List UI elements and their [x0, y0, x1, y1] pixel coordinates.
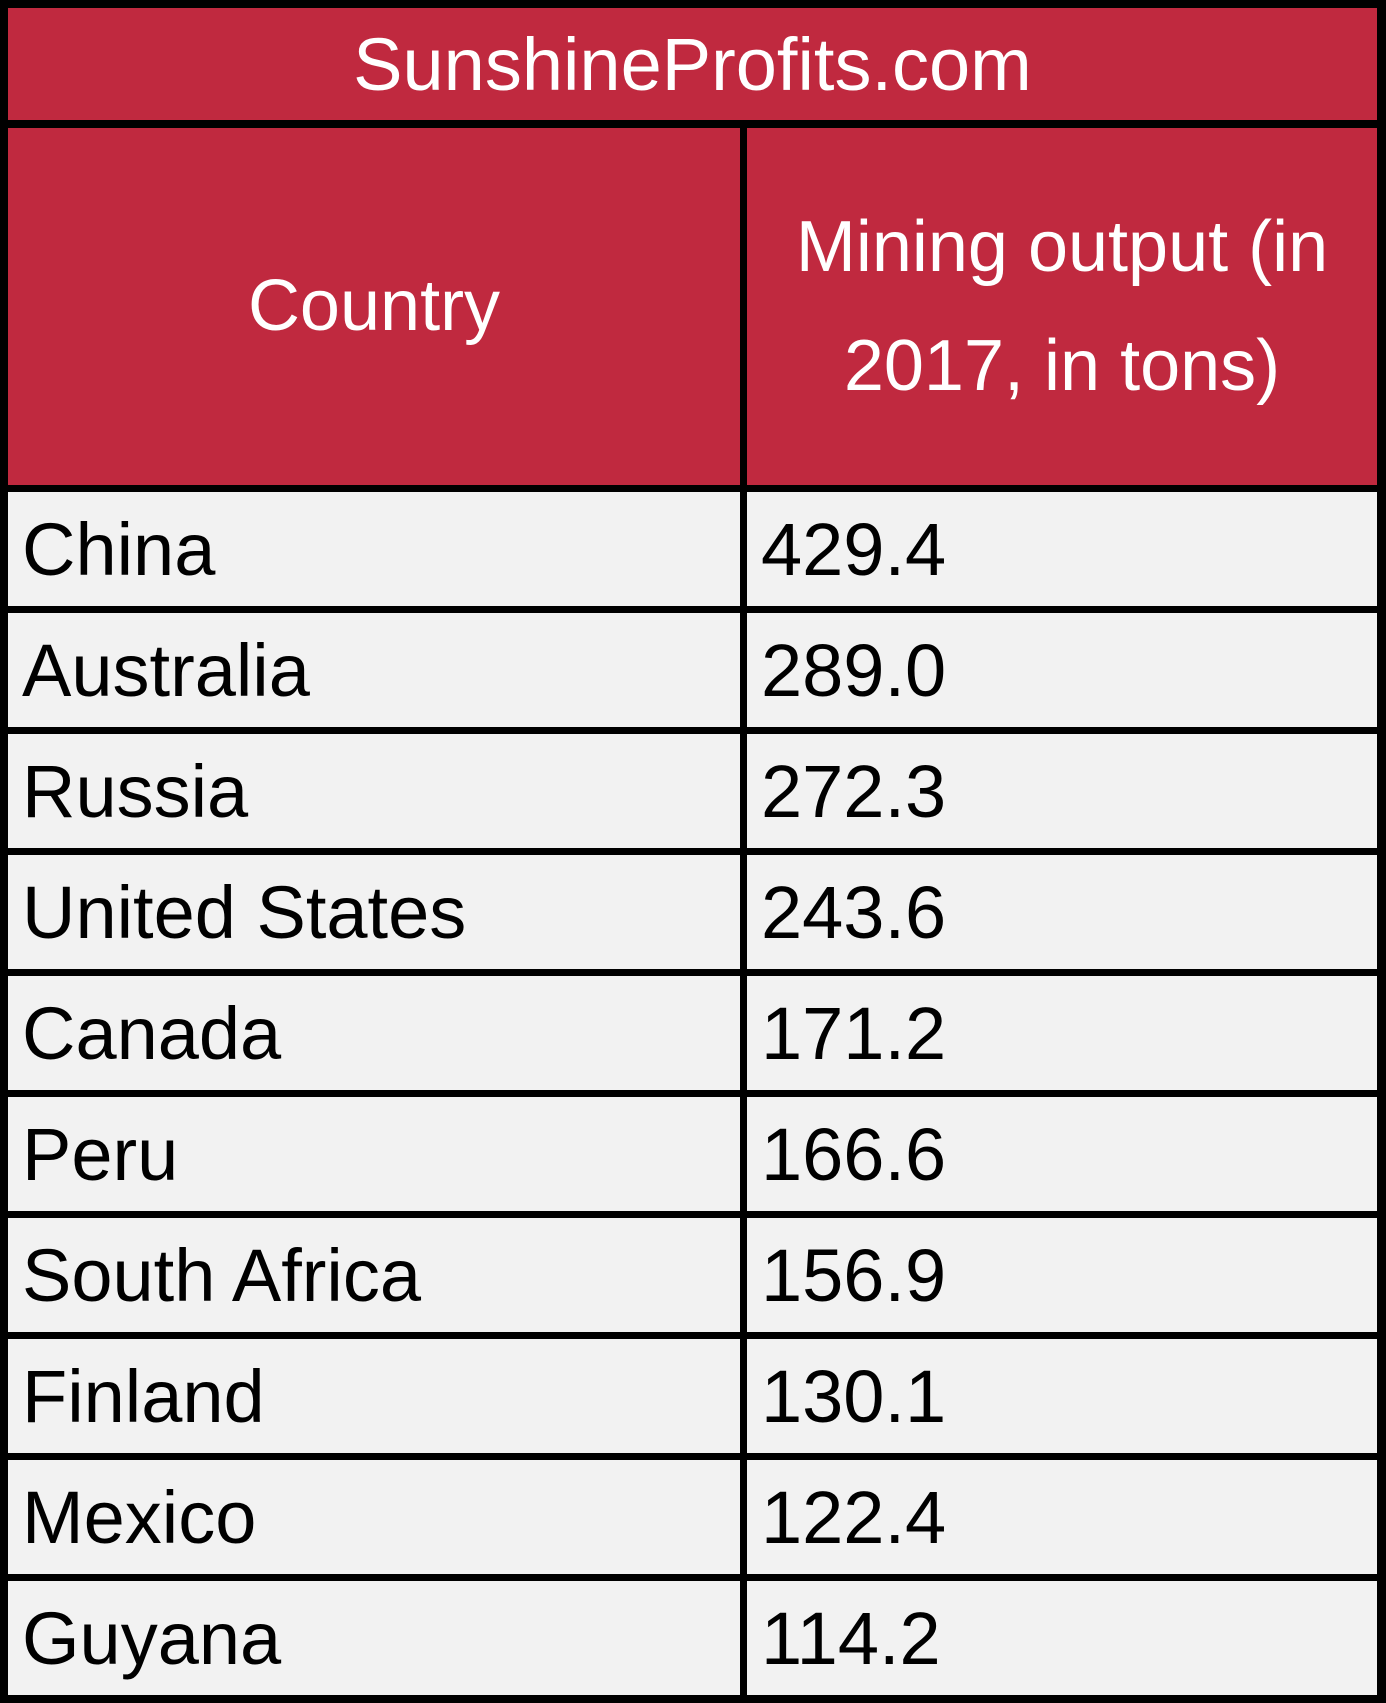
header-country-label: Country [247, 266, 501, 346]
output-cell: 171.2 [747, 976, 1377, 1090]
output-cell: 156.9 [747, 1218, 1377, 1332]
table-title: SunshineProfits.com [8, 8, 1377, 120]
country-cell: South Africa [8, 1218, 740, 1332]
output-cell: 429.4 [747, 492, 1377, 606]
country-cell: Russia [8, 734, 740, 848]
country-cell: Canada [8, 976, 740, 1090]
header-country: Country [8, 128, 740, 485]
output-cell: 243.6 [747, 855, 1377, 969]
header-mining-output: Mining output (in 2017, in tons) [747, 128, 1377, 485]
output-cell: 166.6 [747, 1097, 1377, 1211]
table-row: Guyana 114.2 [0, 1581, 1386, 1695]
header-mining-output-label: Mining output (in 2017, in tons) [795, 206, 1329, 406]
country-cell: United States [8, 855, 740, 969]
table-row: China 429.4 [0, 492, 1386, 606]
country-cell: Guyana [8, 1581, 740, 1695]
table-row: South Africa 156.9 [0, 1218, 1386, 1332]
table-row: Russia 272.3 [0, 734, 1386, 848]
country-cell: Peru [8, 1097, 740, 1211]
output-cell: 130.1 [747, 1339, 1377, 1453]
table-row: Australia 289.0 [0, 613, 1386, 727]
output-cell: 114.2 [747, 1581, 1377, 1695]
output-cell: 122.4 [747, 1460, 1377, 1574]
table-row: Mexico 122.4 [0, 1460, 1386, 1574]
table-row: Finland 130.1 [0, 1339, 1386, 1453]
table-row: United States 243.6 [0, 855, 1386, 969]
country-cell: Finland [8, 1339, 740, 1453]
table-row: Canada 171.2 [0, 976, 1386, 1090]
country-cell: China [8, 492, 740, 606]
output-cell: 272.3 [747, 734, 1377, 848]
table-row: Peru 166.6 [0, 1097, 1386, 1211]
output-cell: 289.0 [747, 613, 1377, 727]
country-cell: Australia [8, 613, 740, 727]
country-cell: Mexico [8, 1460, 740, 1574]
